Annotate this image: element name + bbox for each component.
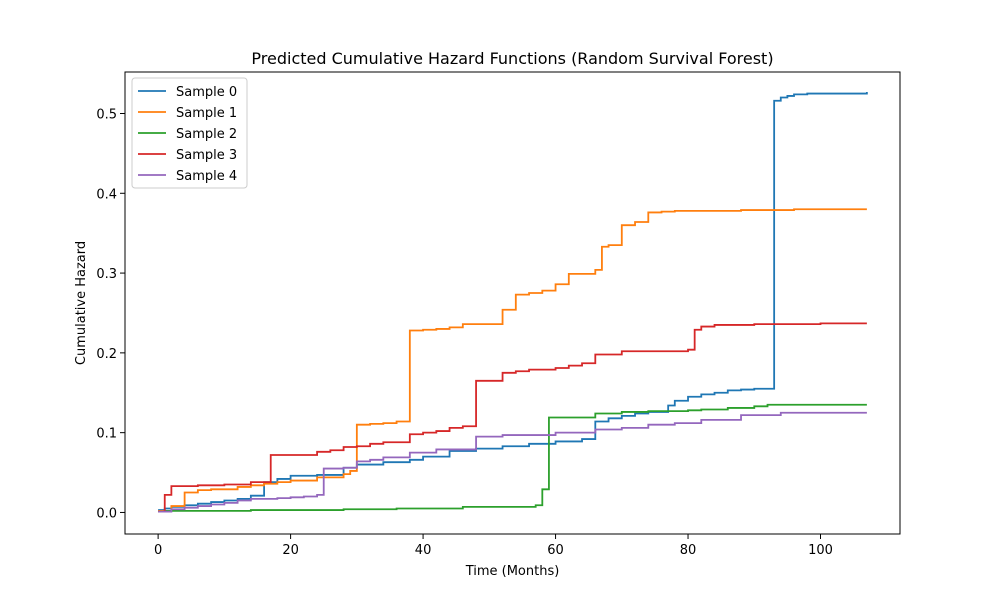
y-axis-label: Cumulative Hazard bbox=[74, 241, 89, 365]
y-tick-label: 0.3 bbox=[96, 267, 117, 282]
legend: Sample 0 Sample 1 Sample 2 Sample 3 Sample 4 bbox=[131, 77, 248, 189]
series-line-sample-3 bbox=[158, 322, 867, 513]
y-tick-label: 0.5 bbox=[96, 107, 117, 122]
x-tick-label: 60 bbox=[547, 543, 564, 558]
y-axis-ticks: 0.0 0.1 0.2 0.3 0.4 0.5 bbox=[96, 107, 125, 521]
legend-entry-label: Sample 2 bbox=[176, 127, 237, 142]
x-tick-label: 20 bbox=[282, 543, 299, 558]
legend-box bbox=[131, 77, 248, 189]
legend-entry-label: Sample 4 bbox=[176, 169, 237, 184]
x-tick-label: 80 bbox=[680, 543, 697, 558]
legend-entry-label: Sample 3 bbox=[176, 148, 237, 163]
y-tick-label: 0.0 bbox=[96, 506, 117, 521]
y-tick-label: 0.4 bbox=[96, 187, 117, 202]
plot-frame bbox=[124, 71, 901, 535]
legend-entry-label: Sample 1 bbox=[176, 106, 237, 121]
x-tick-label: 40 bbox=[415, 543, 432, 558]
y-tick-label: 0.1 bbox=[96, 427, 117, 442]
x-tick-label: 100 bbox=[808, 543, 833, 558]
legend-entry-label: Sample 0 bbox=[176, 85, 237, 100]
x-tick-label: 0 bbox=[154, 543, 162, 558]
series-line-sample-0 bbox=[158, 91, 868, 511]
series-line-sample-2 bbox=[158, 403, 867, 513]
y-tick-label: 0.2 bbox=[96, 347, 117, 362]
series-line-sample-1 bbox=[158, 208, 867, 512]
x-axis-label: Time (Months) bbox=[465, 564, 560, 579]
x-axis-ticks: 0 20 40 60 80 100 bbox=[154, 534, 833, 558]
series-line-sample-4 bbox=[158, 411, 867, 513]
chart-title: Predicted Cumulative Hazard Functions (R… bbox=[251, 49, 773, 68]
plot-series-group bbox=[158, 91, 868, 513]
